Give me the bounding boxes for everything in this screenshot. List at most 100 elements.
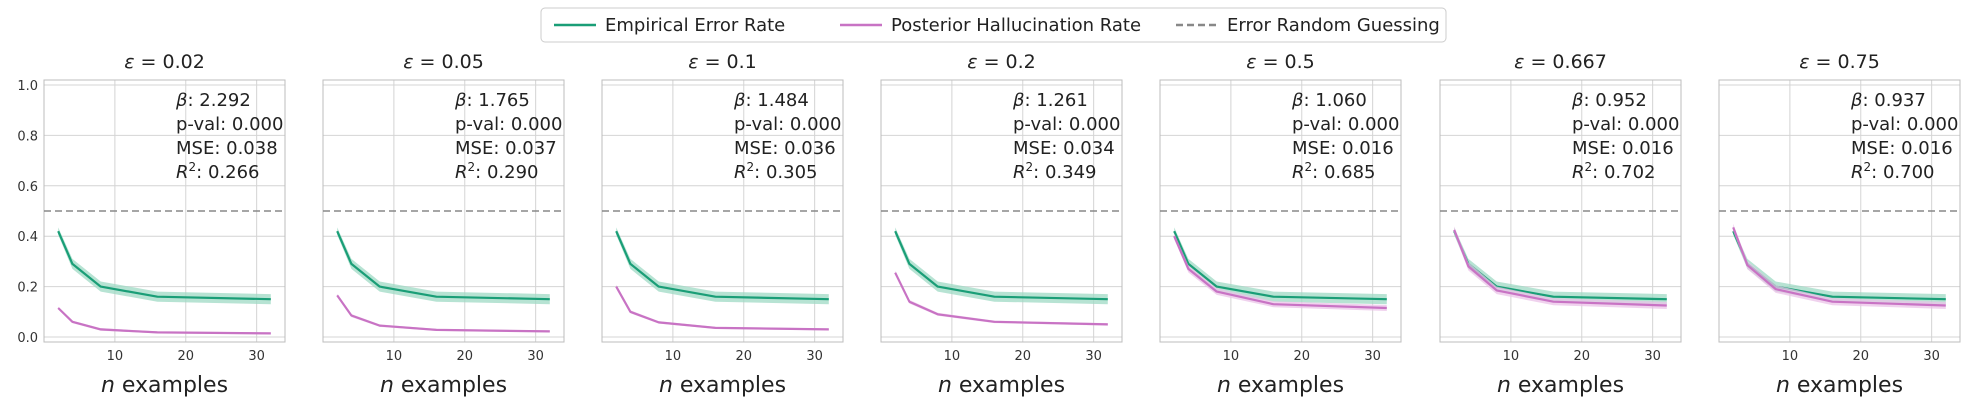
legend-entry: Empirical Error Rate [554,15,785,36]
x-tick-label: 10 [107,349,124,364]
stat-pval: p-val: 0.000 [734,114,841,135]
stat-pval: p-val: 0.000 [1292,114,1399,135]
x-tick-label: 10 [386,349,403,364]
x-tick-label: 20 [177,349,194,364]
x-tick-label: 30 [806,349,823,364]
stat-r2-value: : 0.290 [475,162,538,183]
stat-beta-symbol: β [1571,90,1584,111]
legend-entry: Error Random Guessing [1176,15,1440,36]
x-tick-label: 20 [1293,349,1310,364]
empirical-error-line [1173,230,1387,301]
x-tick-label: 30 [527,349,544,364]
subplot-title: ε = 0.667 [1514,51,1607,73]
title-epsilon: ε [967,51,977,73]
legend-frame [540,7,1447,43]
x-tick-label: 30 [1644,349,1661,364]
stat-pval: p-val: 0.000 [1013,114,1120,135]
x-label-text: examples [1790,373,1903,398]
posterior-hallucination-line [615,286,829,331]
stat-beta-symbol: β [1291,90,1304,111]
stat-mse: MSE: 0.034 [1013,138,1115,159]
stat-r2-exponent: 2 [468,160,476,174]
x-tick-label: 10 [1223,349,1240,364]
posterior-hallucination-band [1174,233,1387,311]
stat-mse: MSE: 0.016 [1851,138,1953,159]
title-epsilon: ε [124,51,134,73]
stat-beta-value: : 2.292 [188,90,251,111]
posterior-hallucination-line [1453,229,1667,307]
stat-pval: p-val: 0.000 [176,114,283,135]
x-label-text: examples [1231,373,1344,398]
x-axis-label: n examples [1217,373,1344,398]
stat-beta: β: 1.060 [1291,90,1367,111]
x-tick-label: 20 [735,349,752,364]
empirical-error-line [336,230,550,301]
stat-beta-symbol: β [454,90,467,111]
title-value: = 0.667 [1524,51,1606,73]
posterior-hallucination-line [1732,227,1946,307]
empirical-error-line [615,230,829,301]
title-epsilon: ε [1246,51,1256,73]
posterior-hallucination-line [57,307,271,335]
subplots: 10 20 30 0.0 0.2 0.4 0.6 0.8 1.0 ε = 0.02 n exampl… [17,51,1961,398]
stat-r2-symbol: R [176,162,189,183]
empirical-error-band [58,227,271,305]
stat-beta: β: 0.952 [1571,90,1647,111]
stat-beta-symbol: β [175,90,188,111]
x-tick-label: 10 [665,349,682,364]
stat-r2: R2: 0.290 [455,160,538,183]
stat-pval: p-val: 0.000 [1572,114,1679,135]
x-tick-label: 20 [1014,349,1031,364]
posterior-hallucination-line [1173,235,1387,310]
title-value: = 0.02 [134,51,204,73]
x-tick-label: 20 [1573,349,1590,364]
x-tick-label: 10 [1782,349,1799,364]
subplot: 10 20 30 ε = 0.1 n examples β: 1.484 p-val: 0.… [601,51,844,398]
y-tick-label: 0.6 [17,180,38,195]
stat-mse: MSE: 0.016 [1292,138,1394,159]
stat-r2-value: : 0.266 [196,162,259,183]
stat-r2-exponent: 2 [1305,160,1313,174]
x-label-text: examples [952,373,1065,398]
x-label-text: examples [1511,373,1624,398]
stat-r2: R2: 0.266 [176,160,259,183]
title-value: = 0.75 [1809,51,1879,73]
stat-r2-exponent: 2 [747,160,755,174]
subplot-title: ε = 0.1 [688,51,757,73]
posterior-hallucination-line [894,272,1108,326]
stat-r2: R2: 0.305 [734,160,817,183]
x-label-variable: n [938,373,952,398]
stat-mse: MSE: 0.036 [734,138,836,159]
x-axis-label: n examples [380,373,507,398]
stat-r2-symbol: R [1013,162,1026,183]
subplot: 10 20 30 ε = 0.75 n examples β: 0.937 p-val: 0… [1718,51,1961,398]
title-value: = 0.1 [699,51,757,73]
y-tick-label: 0.0 [17,331,38,346]
legend-label: Empirical Error Rate [605,15,785,36]
x-label-text: examples [673,373,786,398]
stat-r2-symbol: R [734,162,747,183]
x-tick-label: 30 [1085,349,1102,364]
subplot: 10 20 30 ε = 0.5 n examples β: 1.060 p-val: 0.… [1159,51,1402,398]
x-label-text: examples [115,373,228,398]
title-epsilon: ε [1799,51,1809,73]
y-tick-label: 1.0 [17,79,38,94]
empirical-error-band [616,227,829,305]
stat-r2-value: : 0.305 [754,162,817,183]
title-value: = 0.2 [978,51,1036,73]
x-axis-label: n examples [938,373,1065,398]
stat-beta-symbol: β [1850,90,1863,111]
title-value: = 0.5 [1257,51,1315,73]
stat-beta-value: : 1.484 [746,90,809,111]
legend-entry: Posterior Hallucination Rate [840,15,1141,36]
stat-r2-exponent: 2 [1585,160,1593,174]
subplot-title: ε = 0.05 [403,51,484,73]
y-tick-label: 0.8 [17,129,38,144]
y-tick-label: 0.2 [17,281,38,296]
x-label-variable: n [101,373,115,398]
stat-r2-exponent: 2 [1864,160,1872,174]
stat-r2: R2: 0.685 [1292,160,1375,183]
stat-beta-value: : 1.765 [467,90,530,111]
stat-beta-value: : 1.261 [1025,90,1088,111]
x-label-variable: n [1217,373,1231,398]
